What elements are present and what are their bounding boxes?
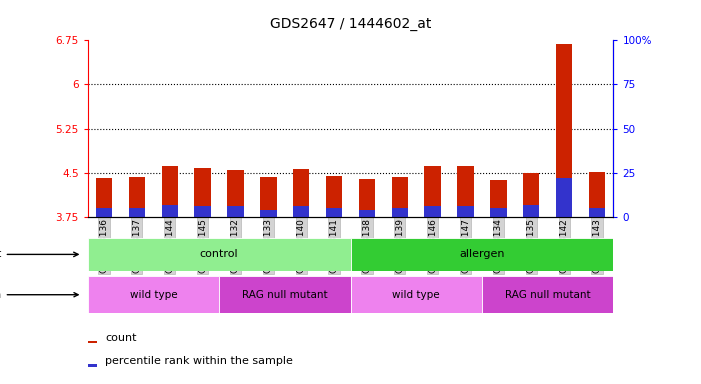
Bar	[293, 206, 309, 217]
Bar	[88, 364, 97, 367]
Bar	[424, 206, 441, 217]
Bar	[523, 173, 540, 217]
Bar	[359, 210, 375, 217]
Text: wild type: wild type	[393, 290, 440, 300]
Bar	[589, 208, 605, 217]
Bar	[194, 206, 211, 217]
Bar	[161, 166, 178, 217]
Bar	[556, 45, 572, 217]
Bar	[260, 177, 277, 217]
Bar	[326, 176, 342, 217]
Bar	[482, 276, 613, 313]
Bar	[96, 208, 112, 217]
Text: RAG null mutant: RAG null mutant	[242, 290, 327, 300]
Text: GDS2647 / 1444602_at: GDS2647 / 1444602_at	[270, 17, 431, 31]
Bar	[392, 208, 408, 217]
Bar	[129, 177, 145, 217]
Bar	[219, 276, 350, 313]
Bar	[326, 208, 342, 217]
Bar	[589, 172, 605, 217]
Text: count: count	[105, 333, 137, 343]
Text: percentile rank within the sample: percentile rank within the sample	[105, 356, 293, 366]
Bar	[424, 166, 441, 217]
Bar	[490, 180, 507, 217]
Bar	[129, 208, 145, 217]
Bar	[88, 276, 219, 313]
Bar	[88, 238, 350, 271]
Bar	[194, 168, 211, 217]
Bar	[457, 166, 474, 217]
Bar	[350, 238, 613, 271]
Text: control: control	[200, 249, 238, 260]
Text: agent: agent	[0, 249, 78, 260]
Bar	[523, 205, 540, 217]
Text: RAG null mutant: RAG null mutant	[505, 290, 590, 300]
Bar	[392, 177, 408, 217]
Text: genotype/variation: genotype/variation	[0, 290, 78, 300]
Bar	[490, 208, 507, 217]
Text: wild type: wild type	[130, 290, 177, 300]
Bar	[359, 179, 375, 217]
Bar	[227, 206, 244, 217]
Bar	[457, 206, 474, 217]
Bar	[227, 170, 244, 217]
Text: allergen: allergen	[459, 249, 505, 260]
Bar	[161, 205, 178, 217]
Bar	[350, 276, 482, 313]
Bar	[293, 169, 309, 217]
Bar	[96, 177, 112, 217]
Bar	[260, 210, 277, 217]
Bar	[88, 341, 97, 343]
Bar	[556, 178, 572, 217]
